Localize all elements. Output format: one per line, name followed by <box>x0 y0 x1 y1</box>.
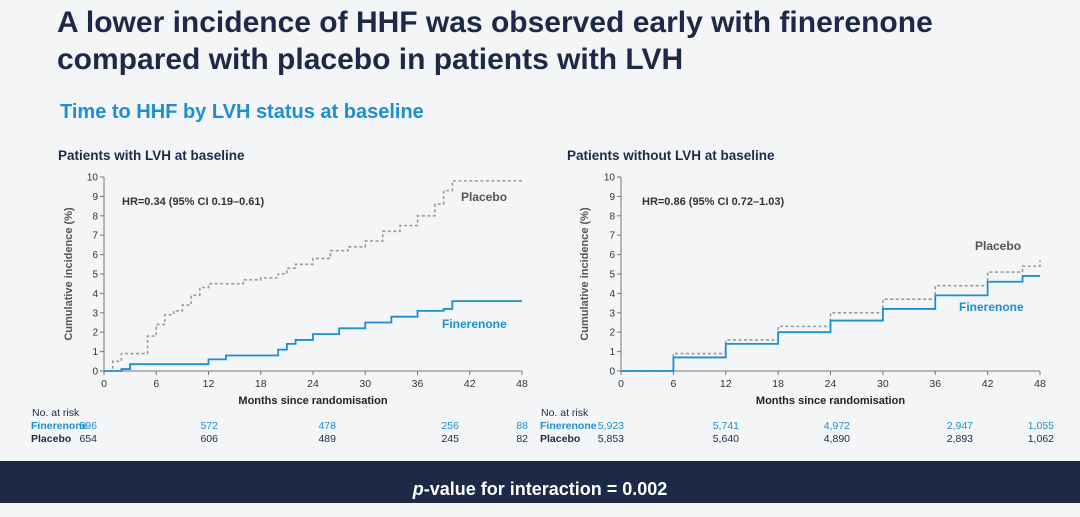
y-tick-label: 7 <box>609 231 615 242</box>
risk-value-placebo: 606 <box>200 433 218 445</box>
y-tick-label: 2 <box>609 328 615 339</box>
risk-value-placebo: 245 <box>441 433 459 445</box>
risk-label-placebo-right: Placebo <box>540 433 581 445</box>
slide-subtitle: Time to HHF by LVH status at baseline <box>60 101 424 123</box>
series-finerenone-label: Finerenone <box>442 317 507 331</box>
hazard-ratio-annotation: HR=0.34 (95% CI 0.19–0.61) <box>122 196 265 208</box>
series-finerenone-label: Finerenone <box>959 300 1024 314</box>
y-tick-label: 1 <box>609 347 615 358</box>
chart-right-title: Patients without LVH at baseline <box>567 148 775 163</box>
y-tick-label: 6 <box>609 250 615 261</box>
risk-value-finerenone: 478 <box>318 420 336 432</box>
y-tick-label: 10 <box>87 173 99 184</box>
risk-value-placebo: 4,890 <box>823 433 850 445</box>
series-placebo-label: Placebo <box>461 190 507 204</box>
x-tick-label: 36 <box>929 378 941 390</box>
risk-value-finerenone: 5,741 <box>712 420 739 432</box>
x-tick-label: 30 <box>359 378 371 390</box>
y-tick-label: 6 <box>92 250 98 261</box>
risk-header-right: No. at risk <box>541 407 589 419</box>
y-tick-label: 4 <box>609 289 615 300</box>
y-tick-label: 9 <box>92 192 98 203</box>
x-tick-label: 12 <box>720 378 732 390</box>
risk-label-placebo-left: Placebo <box>31 433 72 445</box>
y-axis-label: Cumulative incidence (%) <box>63 207 75 341</box>
risk-value-finerenone: 572 <box>200 420 218 432</box>
y-axis-label: Cumulative incidence (%) <box>579 207 591 341</box>
y-tick-label: 4 <box>92 289 98 300</box>
x-tick-label: 0 <box>618 378 624 390</box>
footer-text: -value for interaction = 0.002 <box>423 479 668 499</box>
series-finerenone-line <box>621 275 1040 372</box>
y-tick-label: 9 <box>609 192 615 203</box>
risk-value-placebo: 489 <box>318 433 336 445</box>
chart-left-title: Patients with LVH at baseline <box>58 148 245 163</box>
y-tick-label: 5 <box>92 270 98 281</box>
y-tick-label: 3 <box>92 308 98 319</box>
y-tick-label: 8 <box>92 211 98 222</box>
y-tick-label: 0 <box>609 367 615 378</box>
x-tick-label: 48 <box>1034 378 1046 390</box>
risk-value-placebo: 5,640 <box>712 433 739 445</box>
y-tick-label: 8 <box>609 211 615 222</box>
x-axis-label: Months since randomisation <box>756 395 905 407</box>
x-tick-label: 42 <box>982 378 994 390</box>
x-tick-label: 30 <box>877 378 889 390</box>
risk-header-left: No. at risk <box>32 407 80 419</box>
risk-value-finerenone: 4,972 <box>823 420 850 432</box>
series-placebo-line <box>621 260 1041 372</box>
risk-value-finerenone: 596 <box>79 420 97 432</box>
y-tick-label: 5 <box>609 270 615 281</box>
x-tick-label: 48 <box>516 378 528 390</box>
risk-value-finerenone: 1,055 <box>1027 420 1054 432</box>
x-axis-label: Months since randomisation <box>238 395 387 407</box>
x-tick-label: 12 <box>203 378 215 390</box>
risk-value-placebo: 2,893 <box>946 433 973 445</box>
y-tick-label: 0 <box>92 367 98 378</box>
slide-title: A lower incidence of HHF was observed ea… <box>57 6 933 76</box>
y-tick-label: 1 <box>92 347 98 358</box>
risk-value-finerenone: 2,947 <box>946 420 973 432</box>
risk-value-placebo: 5,853 <box>597 433 624 445</box>
footer-p: p <box>412 479 424 499</box>
x-tick-label: 18 <box>772 378 784 390</box>
x-tick-label: 6 <box>153 378 159 390</box>
risk-value-placebo: 82 <box>516 433 528 445</box>
x-tick-label: 18 <box>255 378 267 390</box>
risk-value-finerenone: 256 <box>441 420 459 432</box>
series-placebo-line <box>104 180 522 372</box>
x-tick-label: 24 <box>307 378 319 390</box>
y-tick-label: 3 <box>609 308 615 319</box>
x-tick-label: 42 <box>464 378 476 390</box>
series-finerenone-line <box>104 300 522 372</box>
risk-value-finerenone: 88 <box>516 420 528 432</box>
risk-value-placebo: 654 <box>79 433 97 445</box>
risk-value-finerenone: 5,923 <box>597 420 624 432</box>
y-tick-label: 7 <box>92 231 98 242</box>
footer-bar: p-value for interaction = 0.002 <box>0 461 1080 503</box>
x-tick-label: 24 <box>825 378 837 390</box>
y-tick-label: 2 <box>92 328 98 339</box>
series-placebo-label: Placebo <box>975 239 1021 253</box>
hazard-ratio-annotation: HR=0.86 (95% CI 0.72–1.03) <box>642 196 785 208</box>
risk-label-finerenone-left: Finerenone <box>31 420 88 432</box>
risk-value-placebo: 1,062 <box>1027 433 1054 445</box>
x-tick-label: 6 <box>670 378 676 390</box>
x-tick-label: 36 <box>412 378 424 390</box>
y-tick-label: 10 <box>604 173 616 184</box>
x-tick-label: 0 <box>101 378 107 390</box>
risk-label-finerenone-right: Finerenone <box>540 420 597 432</box>
